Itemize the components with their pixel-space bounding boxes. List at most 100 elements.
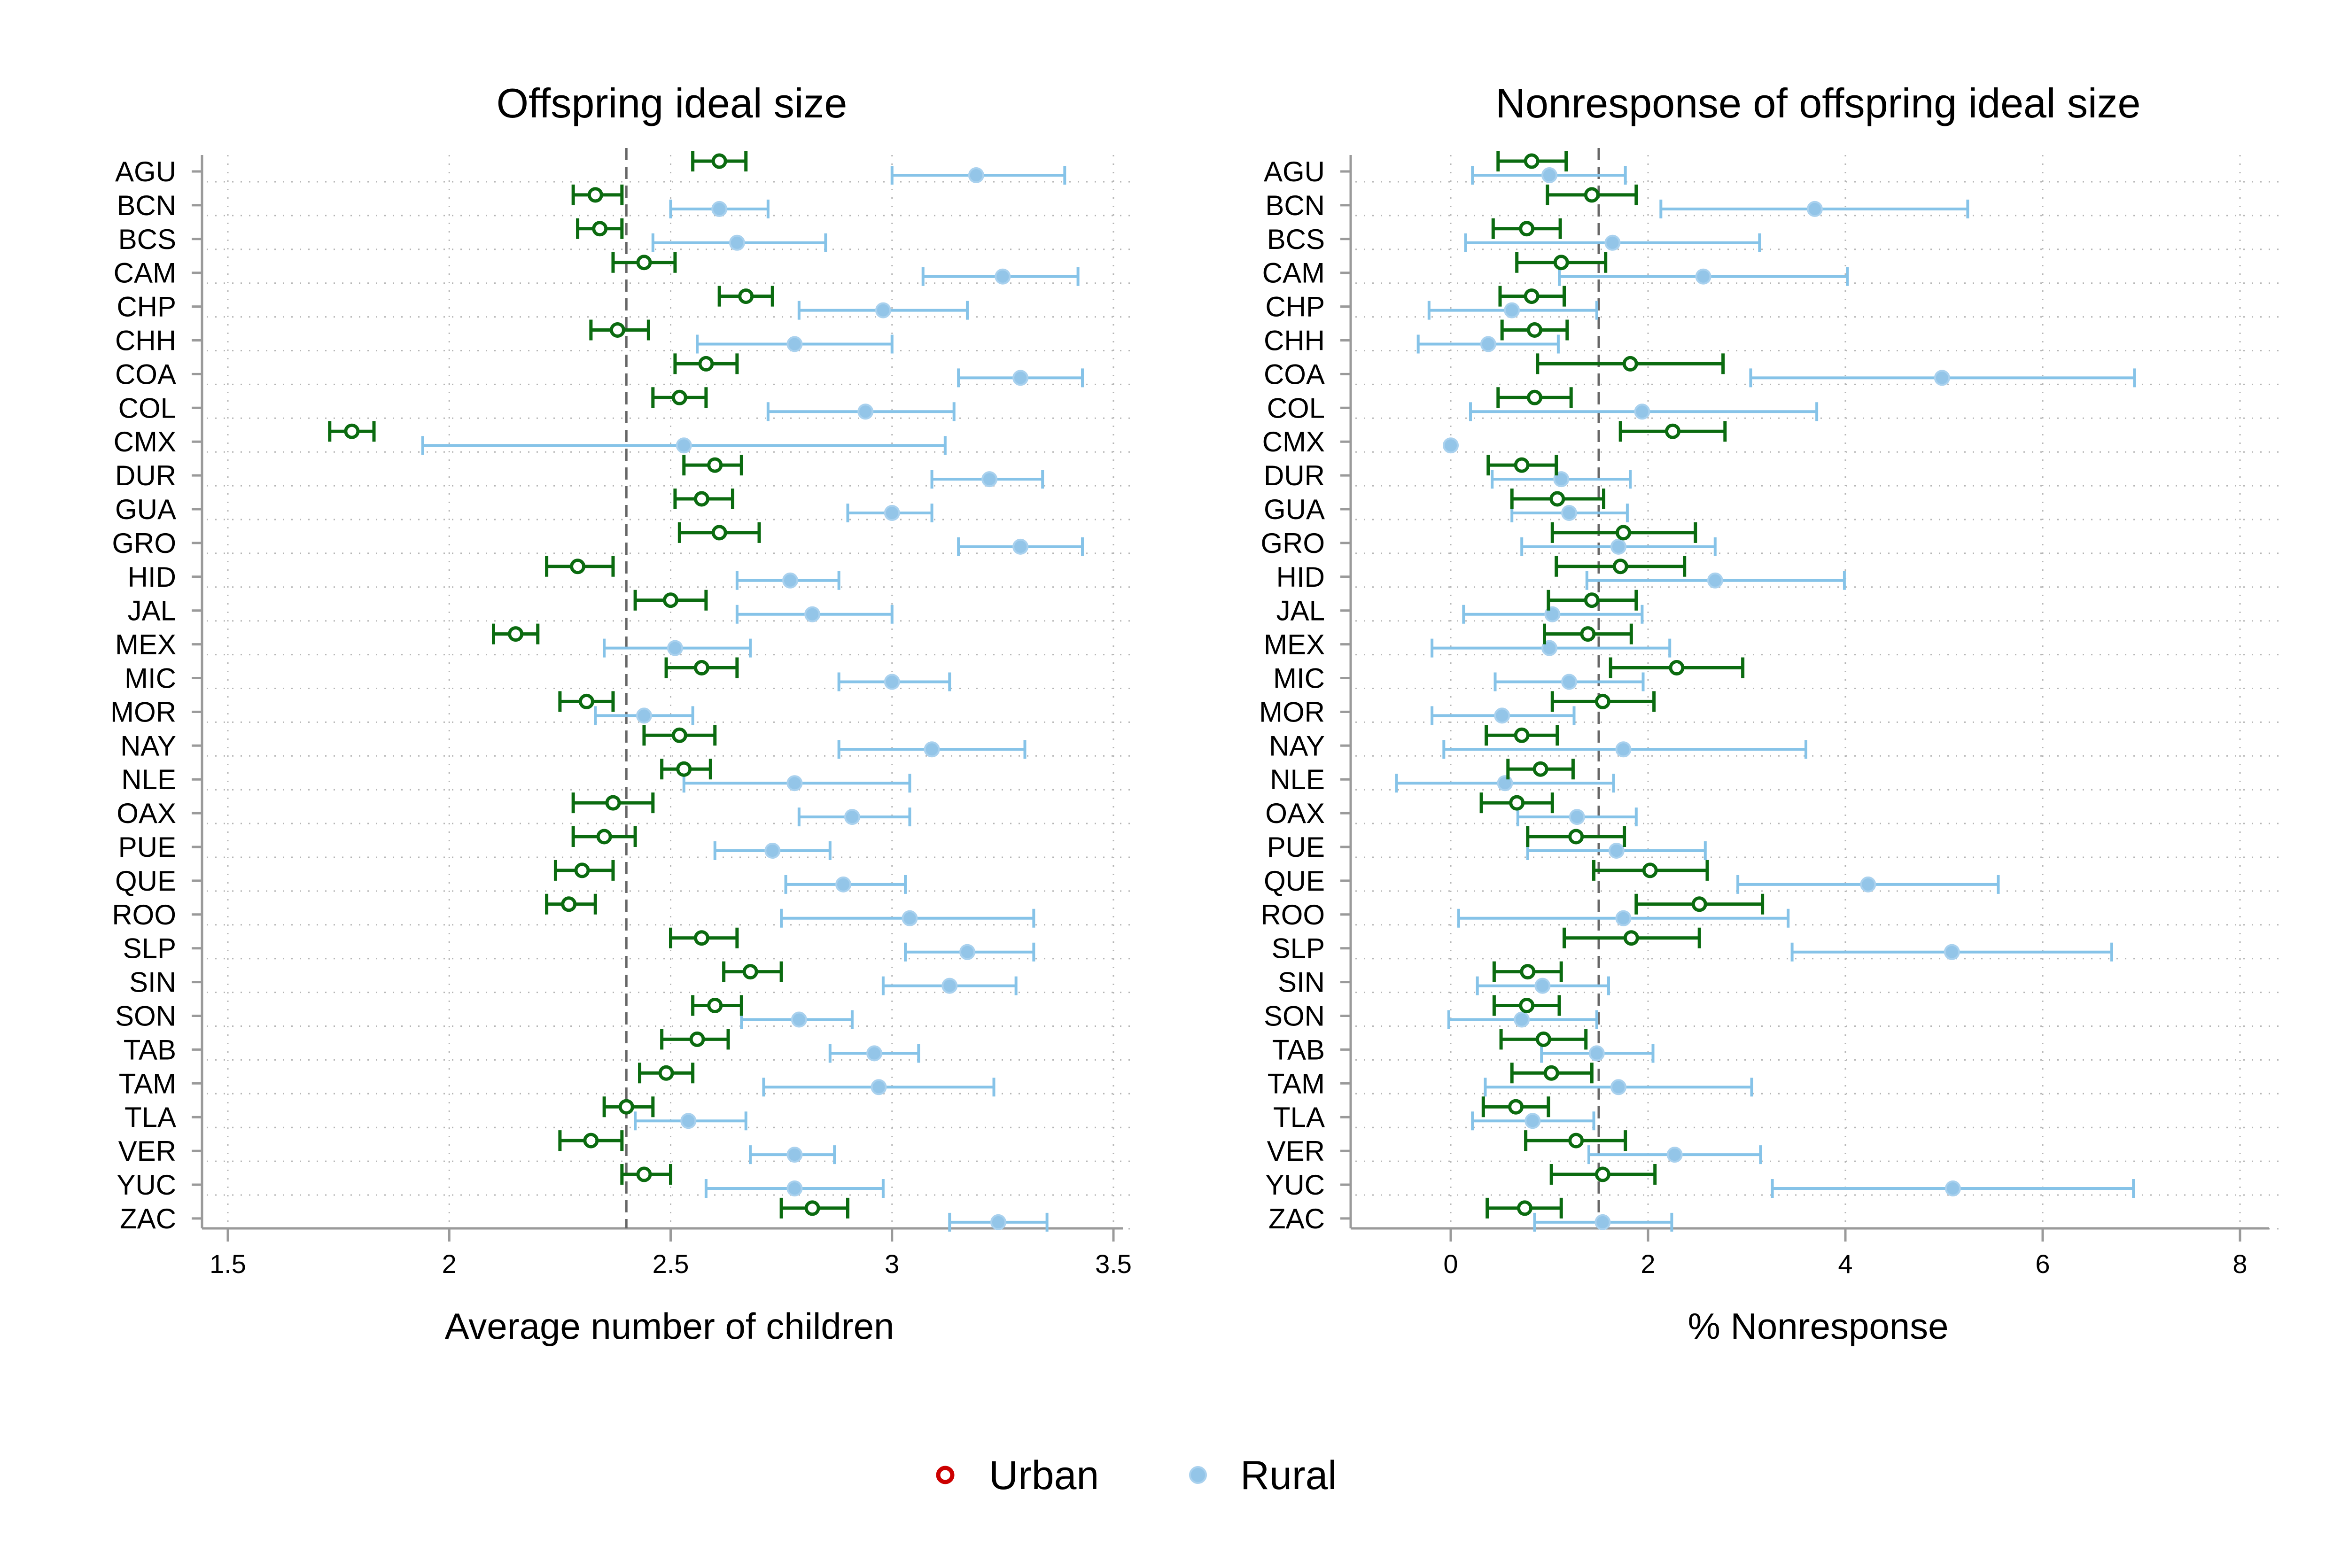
rural-mor-point bbox=[636, 707, 652, 724]
urban-gua-point bbox=[693, 491, 709, 507]
y-tick-label-coa: COA bbox=[115, 358, 176, 390]
urban-cmx-point bbox=[344, 423, 360, 439]
rural-dur-point bbox=[981, 471, 998, 488]
y-tick-label-nle: NLE bbox=[121, 764, 176, 795]
rural-cmx-point bbox=[676, 437, 692, 454]
rural-slp-point bbox=[959, 944, 975, 960]
y-tick-label-yuc: YUC bbox=[117, 1169, 176, 1201]
urban-mic-point bbox=[1669, 660, 1685, 675]
rural-nay-point bbox=[1615, 741, 1632, 758]
urban-tam-point bbox=[1543, 1065, 1559, 1081]
urban-chp-point bbox=[738, 288, 754, 304]
urban-bcn-point bbox=[587, 187, 603, 203]
y-tick-label-dur: DUR bbox=[1264, 460, 1325, 491]
rural-nay-point bbox=[924, 741, 940, 758]
urban-agu-point bbox=[1524, 153, 1540, 169]
rural-sin-point bbox=[1534, 978, 1551, 994]
rural-ver-point bbox=[1666, 1147, 1683, 1163]
urban-dur-point bbox=[1514, 457, 1530, 473]
y-tick-label-tam: TAM bbox=[119, 1068, 176, 1099]
y-tick-label-que: QUE bbox=[115, 865, 176, 897]
y-tick-label-oax: OAX bbox=[1265, 798, 1325, 829]
rural-yuc-point bbox=[786, 1180, 803, 1196]
urban-pue-point bbox=[596, 829, 612, 845]
urban-nle-point bbox=[676, 761, 692, 777]
urban-mic-point bbox=[693, 660, 709, 675]
y-tick-label-tab: TAB bbox=[124, 1034, 176, 1065]
rural-tam-point bbox=[871, 1079, 887, 1095]
x-tick-label: 2 bbox=[1641, 1249, 1655, 1279]
rural-pue-point bbox=[1608, 843, 1625, 859]
y-tick-label-sin: SIN bbox=[129, 967, 176, 998]
x-tick-label: 0 bbox=[1443, 1249, 1458, 1279]
urban-mor-point bbox=[1595, 693, 1610, 709]
y-tick-label-pue: PUE bbox=[118, 831, 176, 863]
y-tick-label-tam: TAM bbox=[1268, 1068, 1325, 1099]
y-tick-label-cmx: CMX bbox=[114, 426, 176, 458]
y-tick-label-bcs: BCS bbox=[118, 224, 176, 255]
y-tick-label-chh: CHH bbox=[115, 325, 176, 357]
rural-bcn-point bbox=[1806, 201, 1823, 217]
urban-sin-point bbox=[742, 964, 758, 980]
rural-cam-point bbox=[1695, 268, 1711, 285]
urban-cam-point bbox=[1553, 255, 1569, 271]
rural-col-point bbox=[1634, 404, 1650, 420]
urban-mex-point bbox=[1580, 626, 1596, 642]
rural-col-point bbox=[857, 404, 874, 420]
y-tick-label-jal: JAL bbox=[1276, 595, 1325, 627]
urban-bcs-point bbox=[1519, 221, 1535, 237]
rural-mic-point bbox=[884, 674, 900, 690]
rural-bcs-point bbox=[729, 234, 745, 251]
urban-ver-point bbox=[1568, 1133, 1584, 1149]
legend: Urban Rural bbox=[936, 1453, 1337, 1498]
y-tick-label-pue: PUE bbox=[1267, 831, 1325, 863]
x-tick-label: 4 bbox=[1838, 1249, 1852, 1279]
rural-mex-point bbox=[1541, 640, 1557, 656]
rural-tam-point bbox=[1610, 1079, 1626, 1095]
urban-tab-point bbox=[689, 1031, 705, 1047]
rural-cam-point bbox=[995, 268, 1011, 285]
urban-col-point bbox=[671, 389, 687, 405]
y-tick-label-gro: GRO bbox=[112, 528, 176, 559]
y-tick-label-cam: CAM bbox=[1262, 257, 1325, 289]
urban-jal-point bbox=[663, 592, 678, 608]
rural-mic-point bbox=[1561, 674, 1577, 690]
rural-tab-point bbox=[1588, 1045, 1605, 1062]
chart-title-left: Offspring ideal size bbox=[497, 80, 848, 126]
y-tick-label-mor: MOR bbox=[110, 696, 176, 728]
y-tick-label-mic: MIC bbox=[124, 663, 176, 694]
x-tick-label: 3 bbox=[885, 1249, 899, 1279]
y-tick-label-mex: MEX bbox=[115, 629, 176, 660]
urban-roo-point bbox=[561, 896, 577, 912]
urban-que-point bbox=[1642, 862, 1658, 878]
urban-chp-point bbox=[1524, 288, 1540, 304]
y-tick-label-col: COL bbox=[1267, 392, 1325, 424]
rural-slp-point bbox=[1944, 944, 1960, 960]
y-tick-label-chh: CHH bbox=[1264, 325, 1325, 357]
urban-oax-point bbox=[1509, 795, 1525, 811]
legend-rural-marker bbox=[1189, 1466, 1207, 1484]
urban-son-point bbox=[707, 998, 723, 1013]
y-tick-label-oax: OAX bbox=[117, 798, 176, 829]
rural-gua-point bbox=[1561, 505, 1577, 521]
y-tick-label-nle: NLE bbox=[1270, 764, 1325, 795]
urban-oax-point bbox=[605, 795, 621, 811]
y-tick-label-son: SON bbox=[1264, 1001, 1325, 1032]
y-tick-label-roo: ROO bbox=[1260, 899, 1325, 931]
rural-son-point bbox=[791, 1011, 807, 1028]
rural-oax-point bbox=[1569, 809, 1585, 825]
urban-gro-point bbox=[711, 525, 727, 541]
panel-offspring-ideal-size: Offspring ideal size Average number of c… bbox=[110, 80, 1137, 1347]
x-tick-label: 6 bbox=[2035, 1249, 2050, 1279]
urban-nle-point bbox=[1532, 761, 1548, 777]
x-tick-label: 8 bbox=[2232, 1249, 2247, 1279]
urban-gro-point bbox=[1616, 525, 1631, 541]
rural-bcn-point bbox=[711, 201, 728, 217]
urban-hid-point bbox=[1612, 559, 1628, 574]
rural-jal-point bbox=[804, 606, 821, 622]
rural-tab-point bbox=[866, 1045, 883, 1062]
y-tick-label-mor: MOR bbox=[1259, 696, 1325, 728]
y-tick-label-nay: NAY bbox=[120, 730, 176, 761]
rural-mex-point bbox=[667, 640, 683, 656]
urban-ver-point bbox=[583, 1133, 599, 1149]
